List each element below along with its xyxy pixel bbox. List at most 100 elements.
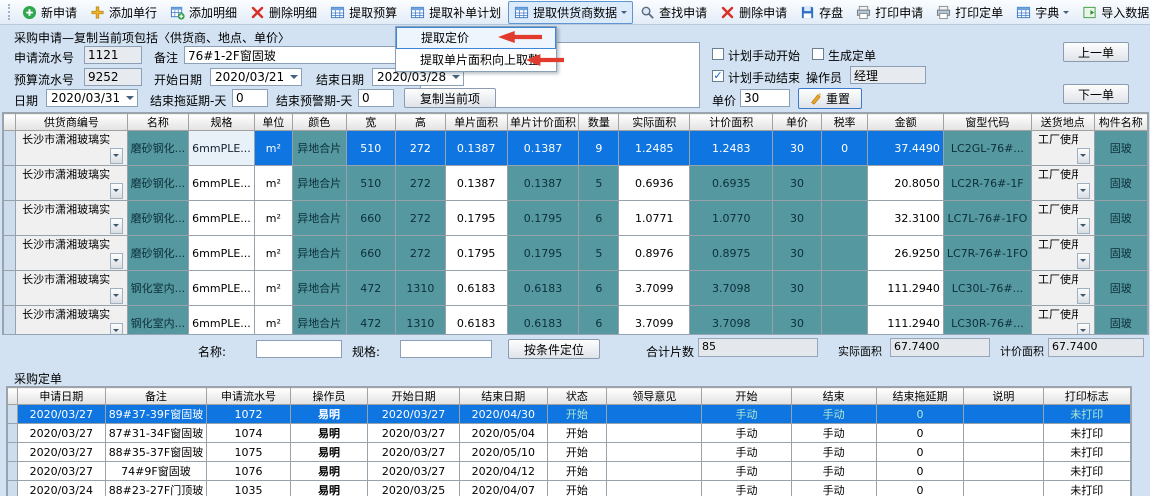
table-cell[interactable]: 固玻 [1093, 305, 1148, 334]
manual-start-checkbox[interactable] [712, 48, 724, 60]
row-selector[interactable] [7, 480, 18, 496]
table-cell[interactable]: 0.1795 [444, 200, 508, 236]
table-cell[interactable]: 472 [345, 305, 397, 334]
column-header[interactable]: 实际面积 [618, 113, 691, 131]
table-cell[interactable]: 30 [772, 305, 822, 334]
table-cell[interactable]: 钢化室内... [126, 305, 190, 334]
table-cell[interactable]: 未打印 [1042, 423, 1131, 443]
table-cell[interactable]: 2020/04/07 [458, 480, 548, 496]
table-cell[interactable]: 未打印 [1042, 442, 1131, 462]
extract-budget-button[interactable]: 提取预算 [324, 1, 403, 24]
table-cell[interactable]: 6 [578, 200, 620, 236]
table-cell[interactable]: 0 [875, 442, 965, 462]
row-selector[interactable] [7, 461, 18, 481]
column-header[interactable]: 送货地点 [1030, 113, 1095, 131]
table-cell[interactable]: 0.1387 [444, 130, 508, 166]
table-cell[interactable]: 6mmPLE... [188, 130, 255, 166]
table-cell[interactable] [606, 442, 703, 462]
table-cell[interactable]: 3.7099 [618, 305, 691, 334]
locate-by-condition-button[interactable]: 按条件定位 [508, 339, 600, 359]
table-cell[interactable]: 固玻 [1093, 130, 1148, 166]
table-cell[interactable]: 1035 [206, 480, 291, 496]
table-cell[interactable]: 0.1387 [506, 165, 580, 201]
table-cell[interactable]: 易明 [289, 404, 369, 424]
table-cell[interactable]: 易明 [289, 461, 369, 481]
table-cell[interactable]: 20.8050 [867, 165, 944, 201]
table-cell[interactable]: 2020/03/27 [367, 423, 460, 443]
table-cell[interactable]: 异地合片 [291, 130, 347, 166]
column-header[interactable]: 结束日期 [458, 387, 548, 405]
column-header[interactable]: 说明 [963, 387, 1044, 405]
table-cell[interactable]: m² [253, 130, 293, 166]
table-cell[interactable] [820, 305, 869, 334]
menu-item-extract-pricing[interactable]: 提取定价 [396, 27, 556, 49]
table-cell[interactable]: 1076 [206, 461, 291, 481]
column-header[interactable]: 税率 [820, 113, 869, 131]
table-cell[interactable]: 易明 [289, 442, 369, 462]
table-cell[interactable]: 30 [772, 270, 822, 306]
table-cell[interactable]: 手动 [701, 423, 792, 443]
print-request-button[interactable]: 打印申请 [850, 1, 929, 24]
table-cell[interactable]: 2020/05/10 [458, 442, 548, 462]
row-selector[interactable] [3, 200, 17, 236]
table-cell[interactable]: 1.2483 [689, 130, 774, 166]
table-cell[interactable]: 2020/03/27 [367, 404, 460, 424]
table-cell[interactable]: 1075 [206, 442, 291, 462]
column-header[interactable]: 供货商编号 [15, 113, 128, 131]
table-cell[interactable]: 磨砂钢化... [126, 235, 190, 271]
table-cell[interactable]: 长沙市潇湘玻璃实... [15, 165, 128, 201]
serial-input[interactable] [84, 46, 142, 64]
remark-input[interactable] [184, 46, 402, 64]
table-cell[interactable]: 长沙市潇湘玻璃实... [15, 305, 128, 334]
row-selector[interactable] [3, 270, 17, 306]
column-header[interactable]: 领导意见 [606, 387, 703, 405]
column-header[interactable]: 构件名称 [1093, 113, 1148, 131]
table-cell[interactable]: 26.9250 [867, 235, 944, 271]
table-cell[interactable] [963, 461, 1044, 481]
table-cell[interactable] [606, 423, 703, 443]
table-cell[interactable]: 1.0771 [618, 200, 691, 236]
table-cell[interactable]: 37.4490 [867, 130, 944, 166]
dropdown-arrow-icon[interactable] [109, 288, 123, 304]
table-cell[interactable]: 0 [875, 404, 965, 424]
row-selector[interactable] [7, 423, 18, 443]
table-cell[interactable]: 0.1387 [506, 130, 580, 166]
table-cell[interactable]: 2020/05/04 [458, 423, 548, 443]
table-cell[interactable]: LC30R-76#... [942, 305, 1032, 334]
print-order-button[interactable]: 打印定单 [930, 1, 1009, 24]
dropdown-arrow-icon[interactable] [109, 148, 123, 164]
table-cell[interactable]: 30 [772, 130, 822, 166]
table-cell[interactable]: 异地合片 [291, 235, 347, 271]
table-cell[interactable] [963, 442, 1044, 462]
table-cell[interactable]: 2020/03/24 [16, 480, 106, 496]
operator-input[interactable] [850, 66, 926, 84]
locator-name-input[interactable] [256, 340, 342, 358]
next-order-button[interactable]: 下一单 [1063, 84, 1129, 104]
table-cell[interactable]: 2020/03/27 [367, 442, 460, 462]
delay-input[interactable] [232, 89, 268, 107]
table-cell[interactable]: 0.6183 [444, 270, 508, 306]
table-cell[interactable] [606, 480, 703, 496]
table-cell[interactable]: 2020/03/27 [16, 404, 106, 424]
table-cell[interactable]: 磨砂钢化... [126, 200, 190, 236]
table-cell[interactable]: 0 [820, 130, 869, 166]
table-cell[interactable]: 工厂使用 [1030, 165, 1095, 201]
unit-price-input[interactable] [740, 89, 790, 107]
extract-supplier-data-button[interactable]: 提取供货商数据 [508, 0, 634, 24]
table-cell[interactable]: 钢化室内... [126, 270, 190, 306]
column-header[interactable]: 金额 [867, 113, 944, 131]
end-date-picker[interactable]: 2020/03/28 [372, 68, 464, 86]
table-cell[interactable]: 手动 [790, 423, 877, 443]
table-cell[interactable]: 易明 [289, 480, 369, 496]
table-cell[interactable]: LC7R-76#-1FO [942, 235, 1032, 271]
column-header[interactable]: 单价 [772, 113, 822, 131]
column-header[interactable]: 申请日期 [16, 387, 106, 405]
column-header[interactable]: 打印标志 [1042, 387, 1131, 405]
table-cell[interactable]: 88#35-37F窗固玻 [104, 442, 208, 462]
warn-input[interactable] [358, 89, 394, 107]
table-cell[interactable]: 32.3100 [867, 200, 944, 236]
table-cell[interactable]: 固玻 [1093, 235, 1148, 271]
table-cell[interactable]: 长沙市潇湘玻璃实... [15, 235, 128, 271]
table-cell[interactable]: 未打印 [1042, 480, 1131, 496]
table-cell[interactable]: 1310 [395, 305, 446, 334]
